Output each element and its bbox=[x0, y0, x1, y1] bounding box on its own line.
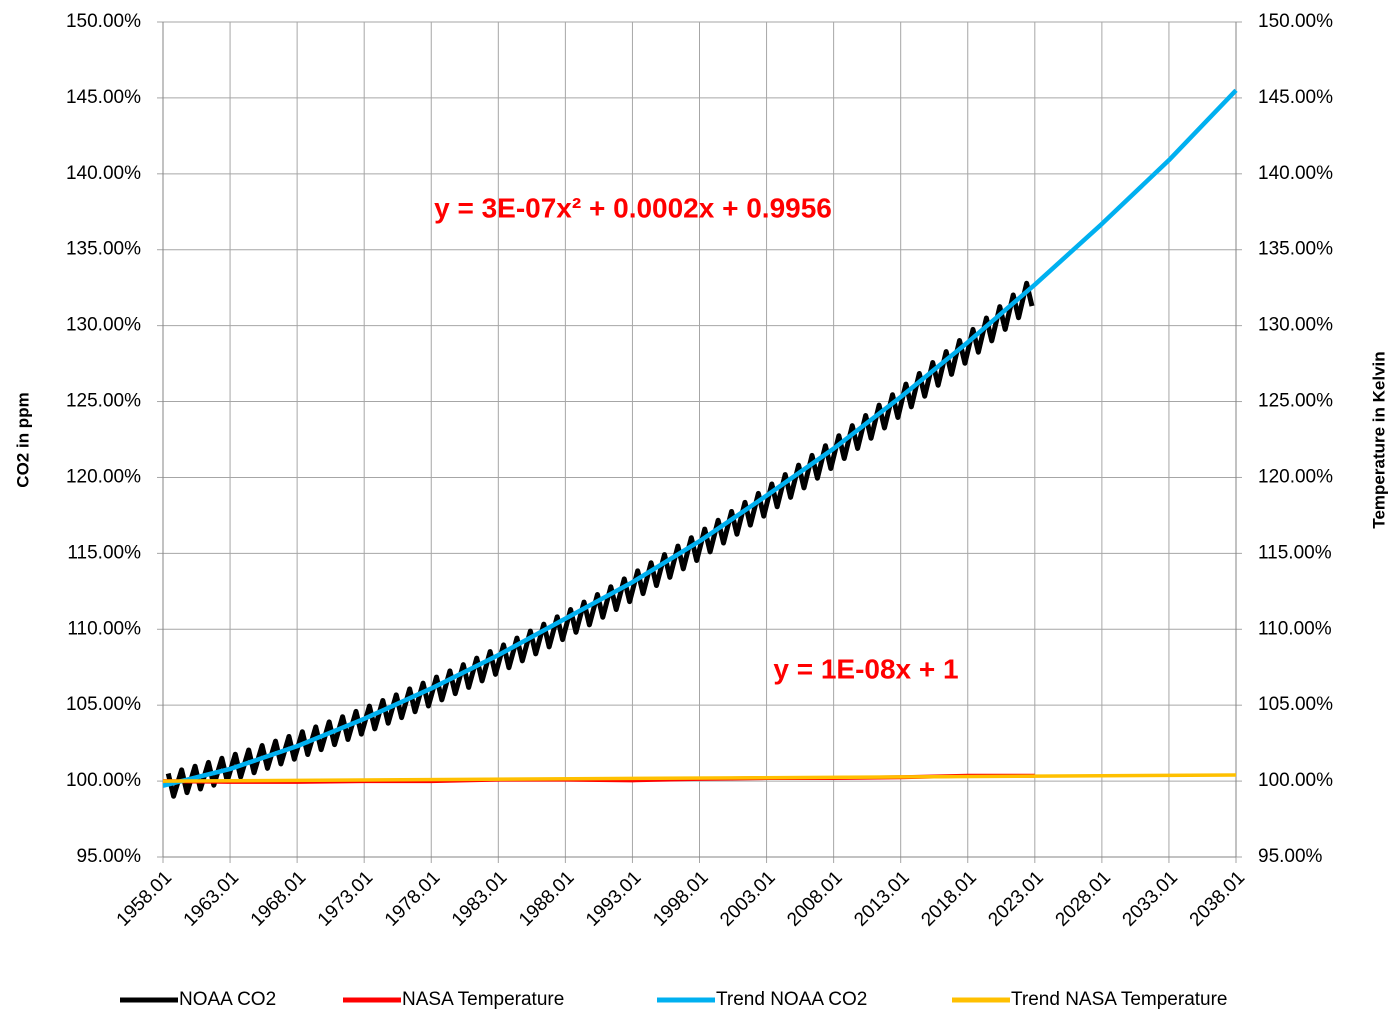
y2-tick-label: 135.00% bbox=[1258, 239, 1333, 260]
x-tick-label: 2018.01 bbox=[917, 867, 980, 930]
y2-tick-label: 95.00% bbox=[1258, 846, 1323, 867]
y2-tick-label: 110.00% bbox=[1258, 618, 1332, 639]
x-tick-label: 1963.01 bbox=[180, 867, 243, 930]
y-tick-label: 115.00% bbox=[67, 542, 141, 563]
series-line bbox=[165, 280, 1035, 799]
series-line bbox=[162, 773, 1237, 783]
y-tick-label: 150.00% bbox=[66, 11, 141, 32]
legend-label: Trend NOAA CO2 bbox=[716, 989, 867, 1010]
x-tick-label: 2028.01 bbox=[1052, 867, 1115, 930]
y-tick-label: 95.00% bbox=[77, 846, 142, 867]
y2-tick-label: 130.00% bbox=[1258, 315, 1333, 336]
x-tick-label: 2008.01 bbox=[783, 867, 846, 930]
y2-tick-label: 125.00% bbox=[1258, 391, 1333, 412]
x-tick-label: 1973.01 bbox=[314, 867, 377, 930]
x-tick-label: 1958.01 bbox=[113, 867, 176, 930]
x-tick-label: 2033.01 bbox=[1119, 867, 1182, 930]
y-tick-label: 100.00% bbox=[66, 770, 141, 791]
annotation: y = 3E-07x² + 0.0002x + 0.9956 bbox=[434, 192, 832, 223]
y-tick-label: 140.00% bbox=[66, 163, 141, 184]
y2-tick-label: 115.00% bbox=[1258, 542, 1332, 563]
x-tick-label: 1983.01 bbox=[448, 867, 511, 930]
x-tick-label: 2023.01 bbox=[984, 867, 1047, 930]
y2-axis-label: Temperature in Kelvin bbox=[1369, 351, 1388, 528]
legend-label: Trend NASA Temperature bbox=[1011, 989, 1228, 1010]
y-tick-label: 105.00% bbox=[66, 694, 141, 715]
y-tick-label: 130.00% bbox=[66, 315, 141, 336]
x-tick-label: 1968.01 bbox=[247, 867, 310, 930]
legend-label: NOAA CO2 bbox=[179, 989, 276, 1010]
x-tick-label: 1998.01 bbox=[649, 867, 712, 930]
legend-label: NASA Temperature bbox=[402, 989, 564, 1010]
x-tick-label: 2013.01 bbox=[850, 867, 913, 930]
x-tick-label: 2003.01 bbox=[716, 867, 779, 930]
x-tick-label: 1993.01 bbox=[582, 867, 645, 930]
x-tick-label: 2038.01 bbox=[1186, 867, 1249, 930]
series-line bbox=[162, 88, 1238, 788]
annotation: y = 1E-08x + 1 bbox=[773, 653, 958, 684]
y2-tick-label: 145.00% bbox=[1258, 87, 1333, 108]
x-tick-label: 1978.01 bbox=[381, 867, 444, 930]
y2-tick-label: 100.00% bbox=[1258, 770, 1333, 791]
y-tick-label: 145.00% bbox=[66, 87, 141, 108]
y-tick-label: 120.00% bbox=[66, 466, 141, 487]
y-axis-label: CO2 in ppm bbox=[13, 392, 32, 487]
y-tick-label: 110.00% bbox=[67, 618, 141, 639]
y2-tick-label: 150.00% bbox=[1258, 11, 1333, 32]
y-tick-label: 135.00% bbox=[66, 239, 141, 260]
y-tick-label: 125.00% bbox=[66, 391, 141, 412]
y2-tick-label: 140.00% bbox=[1258, 163, 1333, 184]
y2-tick-label: 105.00% bbox=[1258, 694, 1333, 715]
y2-tick-label: 120.00% bbox=[1258, 466, 1333, 487]
x-tick-label: 1988.01 bbox=[515, 867, 578, 930]
